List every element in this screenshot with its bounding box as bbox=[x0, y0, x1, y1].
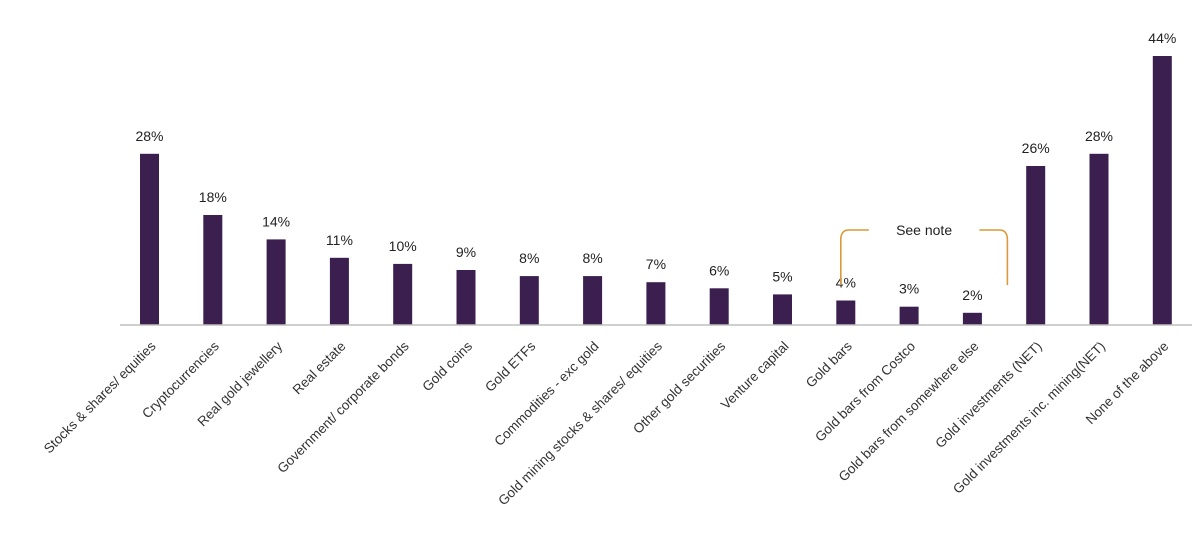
value-label-10: 5% bbox=[772, 268, 792, 284]
bar-14 bbox=[1026, 166, 1046, 325]
bar-13 bbox=[962, 312, 982, 325]
category-label-14: Gold investments (NET) bbox=[932, 339, 1044, 451]
category-label-10: Venture capital bbox=[718, 339, 792, 413]
value-label-9: 6% bbox=[709, 262, 729, 278]
see-note-label: See note bbox=[896, 222, 952, 238]
value-label-15: 28% bbox=[1085, 128, 1113, 144]
category-label-5: Gold coins bbox=[419, 338, 475, 394]
value-label-0: 28% bbox=[135, 128, 163, 144]
value-label-7: 8% bbox=[582, 250, 602, 266]
category-label-6: Gold ETFs bbox=[482, 338, 538, 394]
value-label-5: 9% bbox=[456, 244, 476, 260]
bar-3 bbox=[329, 257, 349, 326]
value-label-1: 18% bbox=[199, 189, 227, 205]
bar-0 bbox=[140, 153, 159, 325]
value-label-12: 3% bbox=[899, 281, 919, 297]
bars-group bbox=[140, 56, 1172, 326]
bracket-right-stroke bbox=[979, 229, 1009, 285]
bar-5 bbox=[456, 270, 476, 325]
bar-11 bbox=[836, 300, 856, 325]
bar-7 bbox=[583, 276, 603, 325]
bar-2 bbox=[266, 239, 286, 325]
value-label-3: 11% bbox=[326, 232, 353, 248]
value-label-8: 7% bbox=[646, 256, 666, 272]
value-label-13: 2% bbox=[962, 287, 982, 303]
bar-15 bbox=[1089, 153, 1109, 325]
bar-10 bbox=[773, 294, 792, 325]
bracket-left-stroke bbox=[840, 229, 869, 285]
category-label-0: Stocks & shares/ equities bbox=[41, 338, 159, 456]
value-label-4: 10% bbox=[389, 238, 417, 254]
category-label-7: Commodities - exc gold bbox=[491, 339, 601, 449]
category-label-3: Real estate bbox=[290, 339, 349, 398]
bar-6 bbox=[519, 276, 539, 325]
category-label-13: Gold bars from somewhere else bbox=[836, 339, 982, 485]
bar-4 bbox=[393, 263, 413, 325]
category-label-4: Government/ corporate bonds bbox=[274, 338, 412, 476]
see-note-annotation: See note bbox=[840, 222, 1009, 285]
bar-1 bbox=[203, 215, 223, 325]
value-labels-group: 28% 18% 14% 11% 10% 9% 8% 8% 7% 6% 5% 4% 3% 2% 26% 28% 4… bbox=[135, 30, 1176, 303]
value-label-16: 44% bbox=[1148, 30, 1176, 46]
category-labels-group: Stocks & shares/ equitiesCryptocurrencie… bbox=[41, 338, 1172, 508]
bar-9 bbox=[709, 288, 729, 325]
value-label-6: 8% bbox=[519, 250, 539, 266]
bar-16 bbox=[1152, 56, 1172, 325]
bar-12 bbox=[899, 306, 919, 325]
value-label-11: 4% bbox=[836, 275, 856, 291]
bar-8 bbox=[646, 282, 666, 325]
category-label-11: Gold bars bbox=[803, 338, 855, 390]
value-label-14: 26% bbox=[1022, 140, 1050, 156]
value-label-2: 14% bbox=[262, 213, 290, 229]
